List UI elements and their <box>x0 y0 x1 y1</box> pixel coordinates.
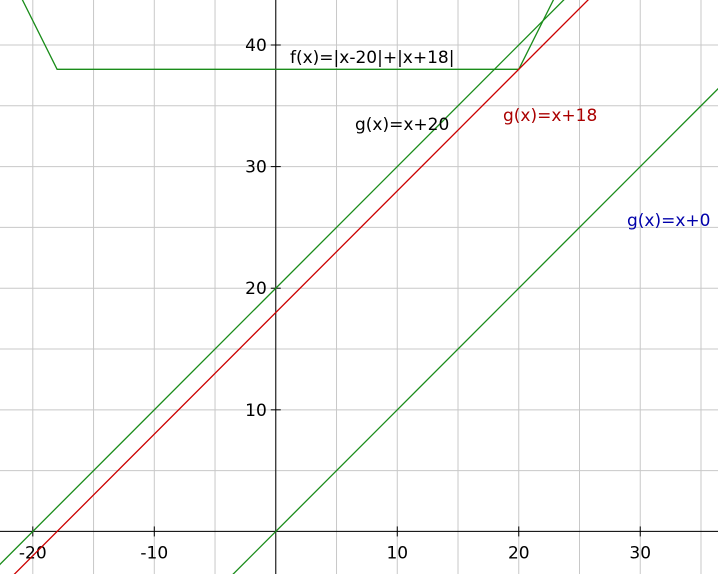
x-tick-label: 20 <box>508 543 530 563</box>
function-line <box>13 0 589 574</box>
function-label: g(x)=x+18 <box>503 106 597 126</box>
y-tick-label: 30 <box>245 158 267 178</box>
function-line <box>21 0 555 70</box>
x-tick-label: -10 <box>140 543 168 563</box>
y-tick-label: 10 <box>245 401 267 421</box>
function-label: g(x)=x+0 <box>627 211 710 231</box>
function-line <box>232 87 718 574</box>
x-tick-label: 10 <box>386 543 408 563</box>
x-tick-label: 30 <box>629 543 651 563</box>
function-label: g(x)=x+20 <box>355 115 449 135</box>
y-tick-label: 20 <box>245 279 267 299</box>
y-tick-label: 40 <box>245 36 267 56</box>
function-line <box>0 0 565 566</box>
function-label: f(x)=|x-20|+|x+18| <box>290 48 454 68</box>
